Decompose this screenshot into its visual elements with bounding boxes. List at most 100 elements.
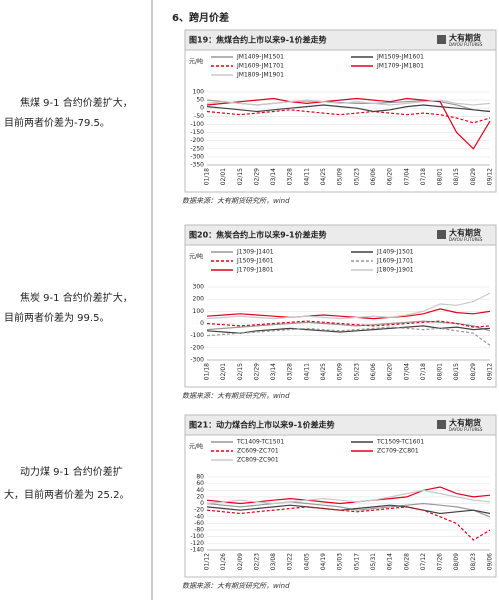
x-tick-label: 06/06 — [370, 168, 377, 185]
x-tick-label: 03/14 — [270, 168, 277, 185]
logo-mark — [437, 230, 446, 239]
y-tick-label: -300 — [190, 357, 204, 364]
x-tick-label: 03/08 — [270, 553, 277, 570]
x-tick-label: 06/20 — [387, 363, 394, 380]
x-tick-label: 08/01 — [437, 363, 444, 380]
x-tick-label: 09/06 — [487, 553, 494, 570]
y-tick-label: -100 — [190, 533, 204, 540]
x-tick-label: 07/04 — [403, 168, 410, 185]
legend-label: ZC609-ZC701 — [237, 448, 279, 455]
series-line — [206, 320, 491, 328]
chart-frame — [184, 224, 497, 388]
y-tick-label: -200 — [190, 344, 204, 351]
y-tick-label: -300 — [190, 153, 204, 160]
legend-label: JM1709-JM1801 — [376, 63, 424, 70]
legend-label: J1609-J1701 — [376, 258, 414, 265]
x-tick-label: 06/06 — [370, 363, 377, 380]
y-tick-label: -200 — [190, 137, 204, 144]
y-tick-label: 100 — [193, 89, 205, 96]
x-tick-label: 06/28 — [403, 553, 410, 570]
x-tick-label: 08/15 — [453, 363, 460, 380]
x-tick-label: 04/19 — [320, 553, 327, 570]
section-heading: 6、跨月价差 — [172, 11, 229, 24]
note-line: 大，目前两者价差为 25.2。 — [4, 488, 129, 501]
y-tick-label: -100 — [190, 121, 204, 128]
chart-title: 图20：焦炭合约上市以来9-1价差走势 — [189, 230, 327, 240]
x-tick-label: 08/09 — [453, 553, 460, 570]
x-tick-label: 05/17 — [353, 553, 360, 570]
legend-label: J1509-J1601 — [236, 258, 274, 265]
series-line — [206, 325, 491, 334]
x-tick-label: 03/28 — [287, 168, 294, 185]
x-tick-label: 02/09 — [237, 553, 244, 570]
x-tick-label: 08/29 — [470, 363, 477, 380]
chart-source: 数据来源：大有期货研究所，wind — [182, 582, 290, 590]
y-tick-label: 300 — [193, 284, 205, 291]
x-tick-label: 07/04 — [403, 363, 410, 380]
logo-name: 大有期货 — [449, 33, 481, 43]
x-tick-label: 02/01 — [220, 363, 227, 380]
y-tick-label: -350 — [190, 162, 204, 169]
legend-label: ZC709-ZC801 — [377, 448, 419, 455]
y-tick-label: -250 — [190, 145, 204, 152]
y-tick-label: -20 — [194, 507, 204, 514]
x-tick-label: 05/31 — [370, 553, 377, 570]
legend-label: TC1409-TC1501 — [236, 439, 284, 446]
x-tick-label: 07/18 — [420, 168, 427, 185]
logo-mark — [437, 35, 446, 44]
x-tick-label: 05/23 — [353, 168, 360, 185]
note-line: 动力煤 9-1 合约价差扩 — [20, 465, 123, 478]
note-line: 目前两者价差为-79.5。 — [4, 116, 110, 129]
logo-en: DAYOU FUTURES — [449, 42, 483, 47]
x-tick-label: 09/12 — [487, 168, 494, 185]
x-tick-label: 04/11 — [303, 168, 310, 185]
series-line — [206, 308, 491, 320]
x-tick-label: 01/18 — [204, 363, 211, 380]
legend-label: J1409-J1501 — [376, 249, 414, 256]
y-tick-label: -40 — [194, 513, 204, 520]
logo-en: DAYOU FUTURES — [449, 237, 483, 242]
y-tick-label: 100 — [193, 308, 205, 315]
chart-title-bar — [184, 414, 497, 436]
chart-title: 图21：动力煤合约上市以来9-1价差走势 — [189, 420, 335, 430]
note-line: 焦炭 9-1 合约价差扩大， — [20, 291, 133, 304]
x-tick-label: 08/29 — [470, 168, 477, 185]
y-tick-label: -50 — [194, 113, 204, 120]
y-tick-label: 60 — [196, 480, 204, 487]
x-tick-label: 04/25 — [320, 168, 327, 185]
y-axis-label: 元/吨 — [189, 58, 203, 66]
x-tick-label: 07/12 — [420, 553, 427, 570]
legend-label: TC1509-TC1601 — [376, 439, 424, 446]
y-tick-label: 0 — [200, 105, 204, 112]
legend-label: JM1509-JM1601 — [376, 54, 424, 61]
x-tick-label: 04/11 — [303, 363, 310, 380]
x-tick-label: 06/14 — [387, 553, 394, 570]
note-line: 焦煤 9-1 合约价差扩大， — [20, 96, 133, 109]
legend-label: JM1409-JM1501 — [236, 54, 284, 61]
legend-label: J1709-J1801 — [236, 267, 274, 274]
series-line — [206, 109, 491, 124]
x-tick-label: 01/26 — [220, 553, 227, 570]
legend-label: J1809-J1901 — [376, 267, 414, 274]
x-tick-label: 05/09 — [337, 168, 344, 185]
x-tick-label: 07/18 — [420, 363, 427, 380]
y-tick-label: 0 — [200, 320, 204, 327]
logo-name: 大有期货 — [449, 228, 481, 238]
x-tick-label: 02/29 — [253, 168, 260, 185]
x-tick-label: 04/05 — [303, 553, 310, 570]
y-tick-label: -60 — [194, 520, 204, 527]
x-tick-label: 02/15 — [237, 363, 244, 380]
x-tick-label: 06/20 — [387, 168, 394, 185]
y-tick-label: -150 — [190, 129, 204, 136]
x-tick-label: 07/26 — [437, 553, 444, 570]
logo-en: DAYOU FUTURES — [449, 427, 483, 432]
x-tick-label: 09/12 — [487, 363, 494, 380]
x-tick-label: 01/18 — [204, 168, 211, 185]
y-axis-label: 元/吨 — [189, 443, 203, 451]
legend-label: ZC809-ZC901 — [237, 457, 279, 464]
y-tick-label: 40 — [196, 487, 204, 494]
logo-name: 大有期货 — [449, 418, 481, 428]
x-tick-label: 08/15 — [453, 168, 460, 185]
